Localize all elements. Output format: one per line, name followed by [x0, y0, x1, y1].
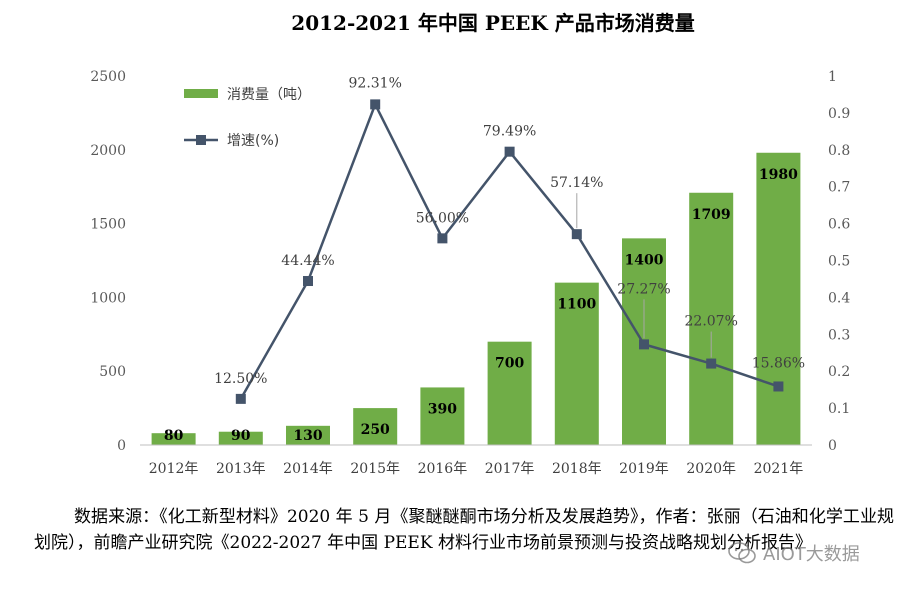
bar [487, 341, 532, 445]
chart: 2012-2021 年中国 PEEK 产品市场消费量 0 500 1000 1500 2… [90, 11, 850, 477]
growth-point [504, 146, 515, 157]
bar-series: 80 90 130 250 390 700 1100 1400 1709 1980 [151, 152, 801, 445]
growth-point [639, 339, 649, 350]
y-right-tick-label: 0.8 [828, 143, 850, 159]
x-tick-label: 2014年 [283, 461, 333, 477]
y-right-tick-label: 0.5 [828, 254, 850, 270]
y-axis-left: 0 500 1000 1500 2000 2500 [90, 69, 126, 454]
source-note: 数据来源：《化工新型材料》2020 年 5 月《聚醚醚酮市场分析及发展趋势》，作… [34, 507, 894, 553]
y-left-tick-label: 0 [117, 438, 126, 454]
y-axis-right: 0 0.1 0.2 0.3 0.4 0.5 0.6 0.7 0.8 0.9 1 [828, 69, 850, 454]
legend-bar-label: 消费量（吨） [227, 87, 311, 103]
growth-data-label: 22.07% [685, 314, 738, 330]
y-left-tick-label: 500 [99, 364, 126, 380]
growth-data-label: 79.49% [483, 124, 536, 140]
growth-data-label: 27.27% [617, 281, 670, 297]
y-right-tick-label: 0.9 [828, 106, 850, 122]
bar-data-label: 390 [428, 401, 457, 417]
x-tick-label: 2013年 [216, 461, 266, 477]
bar [353, 408, 398, 445]
growth-data-label: 56.00% [416, 210, 469, 226]
bar [151, 433, 196, 445]
x-tick-label: 2017年 [485, 461, 535, 477]
growth-data-label: 44.44% [281, 253, 334, 269]
y-right-tick-label: 0 [828, 438, 837, 454]
bar-data-label: 700 [495, 356, 524, 372]
bar-data-label: 130 [293, 428, 322, 444]
x-tick-label: 2012年 [149, 461, 199, 477]
y-right-tick-label: 0.4 [828, 290, 850, 306]
wechat-icon [728, 542, 756, 564]
growth-point [370, 99, 381, 110]
bar-data-label: 1980 [759, 167, 798, 183]
legend: 消费量（吨） 增速(%) [184, 87, 311, 149]
y-left-tick-label: 2000 [90, 143, 126, 159]
y-right-tick-label: 0.2 [828, 364, 850, 380]
growth-data-label: 57.14% [550, 175, 603, 191]
bar [218, 431, 263, 445]
y-left-tick-label: 1000 [90, 290, 126, 306]
growth-data-label: 15.86% [752, 355, 805, 371]
watermark: AIOT大数据 [727, 540, 860, 566]
watermark-text: AIOT大数据 [763, 544, 860, 565]
x-tick-label: 2016年 [418, 461, 468, 477]
growth-point [235, 393, 246, 404]
legend-line-label: 增速(%) [227, 133, 279, 149]
bar-data-label: 1400 [625, 252, 664, 268]
bar-data-label: 1100 [557, 297, 596, 313]
growth-point [303, 276, 313, 287]
y-right-tick-label: 0.6 [828, 217, 850, 233]
growth-point [706, 358, 717, 369]
growth-line-series: 12.50% 44.44% 92.31% 56.00% 79.49% 57.14% 27.2… [214, 75, 805, 404]
growth-data-label: 92.31% [349, 75, 402, 91]
bar [689, 192, 734, 445]
bar [420, 387, 465, 445]
y-right-tick-label: 0.7 [828, 180, 850, 196]
x-tick-label: 2020年 [686, 461, 736, 477]
bar-data-label: 1709 [692, 207, 731, 223]
x-tick-label: 2018年 [552, 461, 602, 477]
y-left-tick-label: 1500 [90, 217, 126, 233]
legend-bar-swatch [184, 89, 218, 98]
x-tick-label: 2015年 [350, 461, 400, 477]
growth-point [437, 233, 448, 244]
y-right-tick-label: 1 [828, 69, 837, 85]
growth-point [571, 229, 582, 240]
bar [286, 425, 330, 445]
growth-data-label: 12.50% [214, 371, 267, 387]
bar-data-label: 80 [164, 428, 184, 444]
bar [756, 152, 801, 445]
growth-point [773, 381, 784, 392]
x-tick-label: 2021年 [754, 461, 804, 477]
y-left-tick-label: 2500 [90, 69, 126, 85]
y-right-tick-label: 0.1 [828, 401, 850, 417]
x-tick-label: 2019年 [619, 461, 669, 477]
bar-data-label: 250 [361, 422, 390, 438]
legend-line-marker [196, 135, 206, 145]
bar-data-label: 90 [231, 428, 251, 444]
x-axis: 2012年 2013年 2014年 2015年 2016年 2017年 2018年 2019年… [140, 444, 812, 477]
chart-title: 2012-2021 年中国 PEEK 产品市场消费量 [291, 11, 694, 35]
y-right-tick-label: 0.3 [828, 327, 850, 343]
bar [554, 282, 599, 445]
